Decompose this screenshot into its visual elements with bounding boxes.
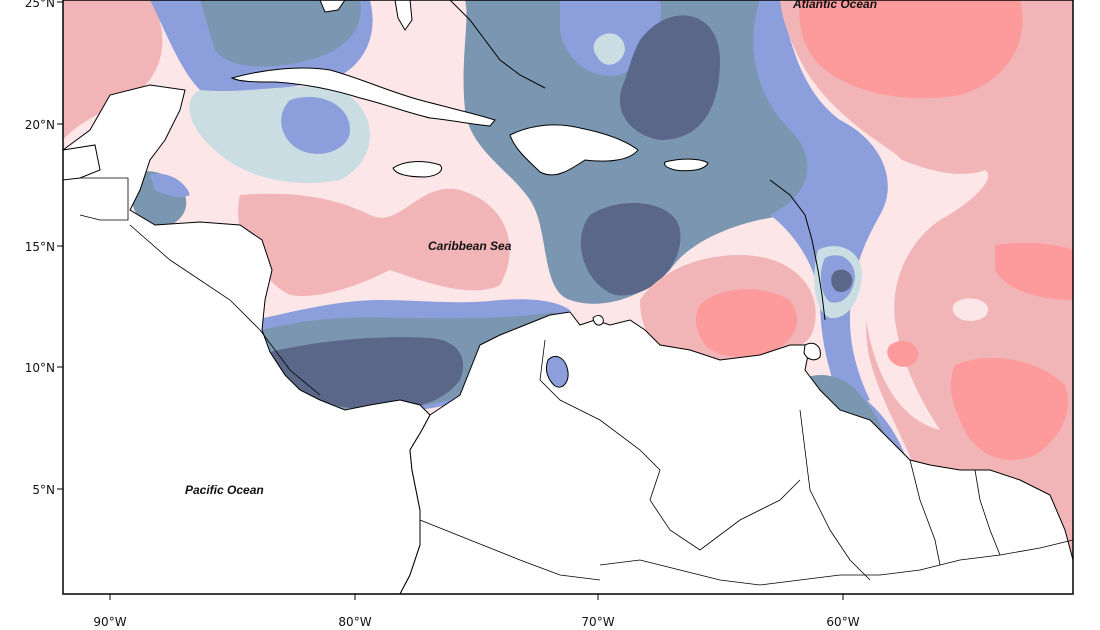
- lat-tick-label: 20°N: [25, 118, 55, 132]
- political-borders: [79, 177, 1074, 586]
- lon-tick-label: 60°W: [826, 615, 859, 629]
- atlantic-ocean-label: Atlantic Ocean: [792, 0, 877, 11]
- bahamas: [394, 0, 413, 31]
- florida-tip: [319, 0, 346, 13]
- border-suriname-guiana: [974, 469, 1001, 556]
- atlantic-pale-spot: [952, 298, 989, 321]
- bahamas-chain: [449, 0, 546, 89]
- ne-pale-spot: [593, 33, 625, 65]
- caribbean-pink-core: [238, 188, 510, 296]
- atlantic-salmon-north: [799, 0, 1023, 99]
- border-mexico-guatemala: [79, 177, 129, 221]
- puerto-rico: [664, 158, 709, 172]
- hispaniola: [509, 124, 639, 176]
- island-layer: [230, 0, 826, 361]
- central-dark-blob: [580, 203, 681, 296]
- atlantic-salmon-east: [995, 242, 1073, 300]
- curacao-aruba: [592, 315, 604, 326]
- anomaly-field: [63, 0, 1073, 594]
- caribbean-sea-label: Caribbean Sea: [428, 239, 512, 253]
- border-brazil: [599, 539, 1074, 586]
- lesser-antilles-dark: [831, 269, 853, 292]
- lon-tick-label: 70°W: [581, 615, 614, 629]
- lat-tick-label: 25°N: [25, 0, 55, 10]
- south-america-landmass: [399, 311, 1074, 595]
- atlantic-salmon-south: [950, 357, 1069, 461]
- lat-tick-label: 10°N: [25, 361, 55, 375]
- lon-tick-label: 90°W: [93, 615, 126, 629]
- cuba: [230, 67, 496, 127]
- map-frame: [62, 0, 1074, 595]
- longitude-axis: 90°W 80°W 70°W 60°W: [93, 594, 860, 629]
- land-layer: [62, 84, 1074, 595]
- border-venezuela-guyana: [799, 409, 871, 581]
- jamaica: [392, 161, 443, 178]
- lon-tick-label: 80°W: [338, 615, 371, 629]
- border-colombia-venezuela: [539, 339, 801, 551]
- lake-maracaibo: [545, 356, 569, 388]
- east-slate-band: [463, 0, 819, 304]
- border-colombia-ecuador: [419, 519, 601, 581]
- latitude-axis: 25°N 20°N 15°N 10°N 5°N: [25, 0, 63, 497]
- lesser-antilles-arc: [769, 179, 826, 321]
- sea-labels: Atlantic Ocean Caribbean Sea Pacific Oce…: [185, 0, 877, 497]
- lat-tick-label: 15°N: [25, 240, 55, 254]
- atlantic-salmon-spot: [887, 340, 919, 367]
- venezuela-coast-salmon: [695, 289, 798, 357]
- pacific-ocean-label: Pacific Ocean: [185, 483, 264, 497]
- lat-tick-label: 5°N: [32, 483, 55, 497]
- gulf-slate-zone: [200, 0, 361, 67]
- south-caribbean-dark: [269, 337, 464, 410]
- central-blue-oval: [281, 96, 350, 154]
- trinidad: [803, 342, 821, 361]
- west-blue-strip: [150, 173, 190, 198]
- border-guyana-suriname: [909, 459, 941, 566]
- east-blue-edge: [753, 0, 888, 410]
- west-ne-pink-zone: [63, 0, 163, 140]
- ne-dark-blob: [619, 15, 720, 141]
- border-central-america: [129, 224, 321, 396]
